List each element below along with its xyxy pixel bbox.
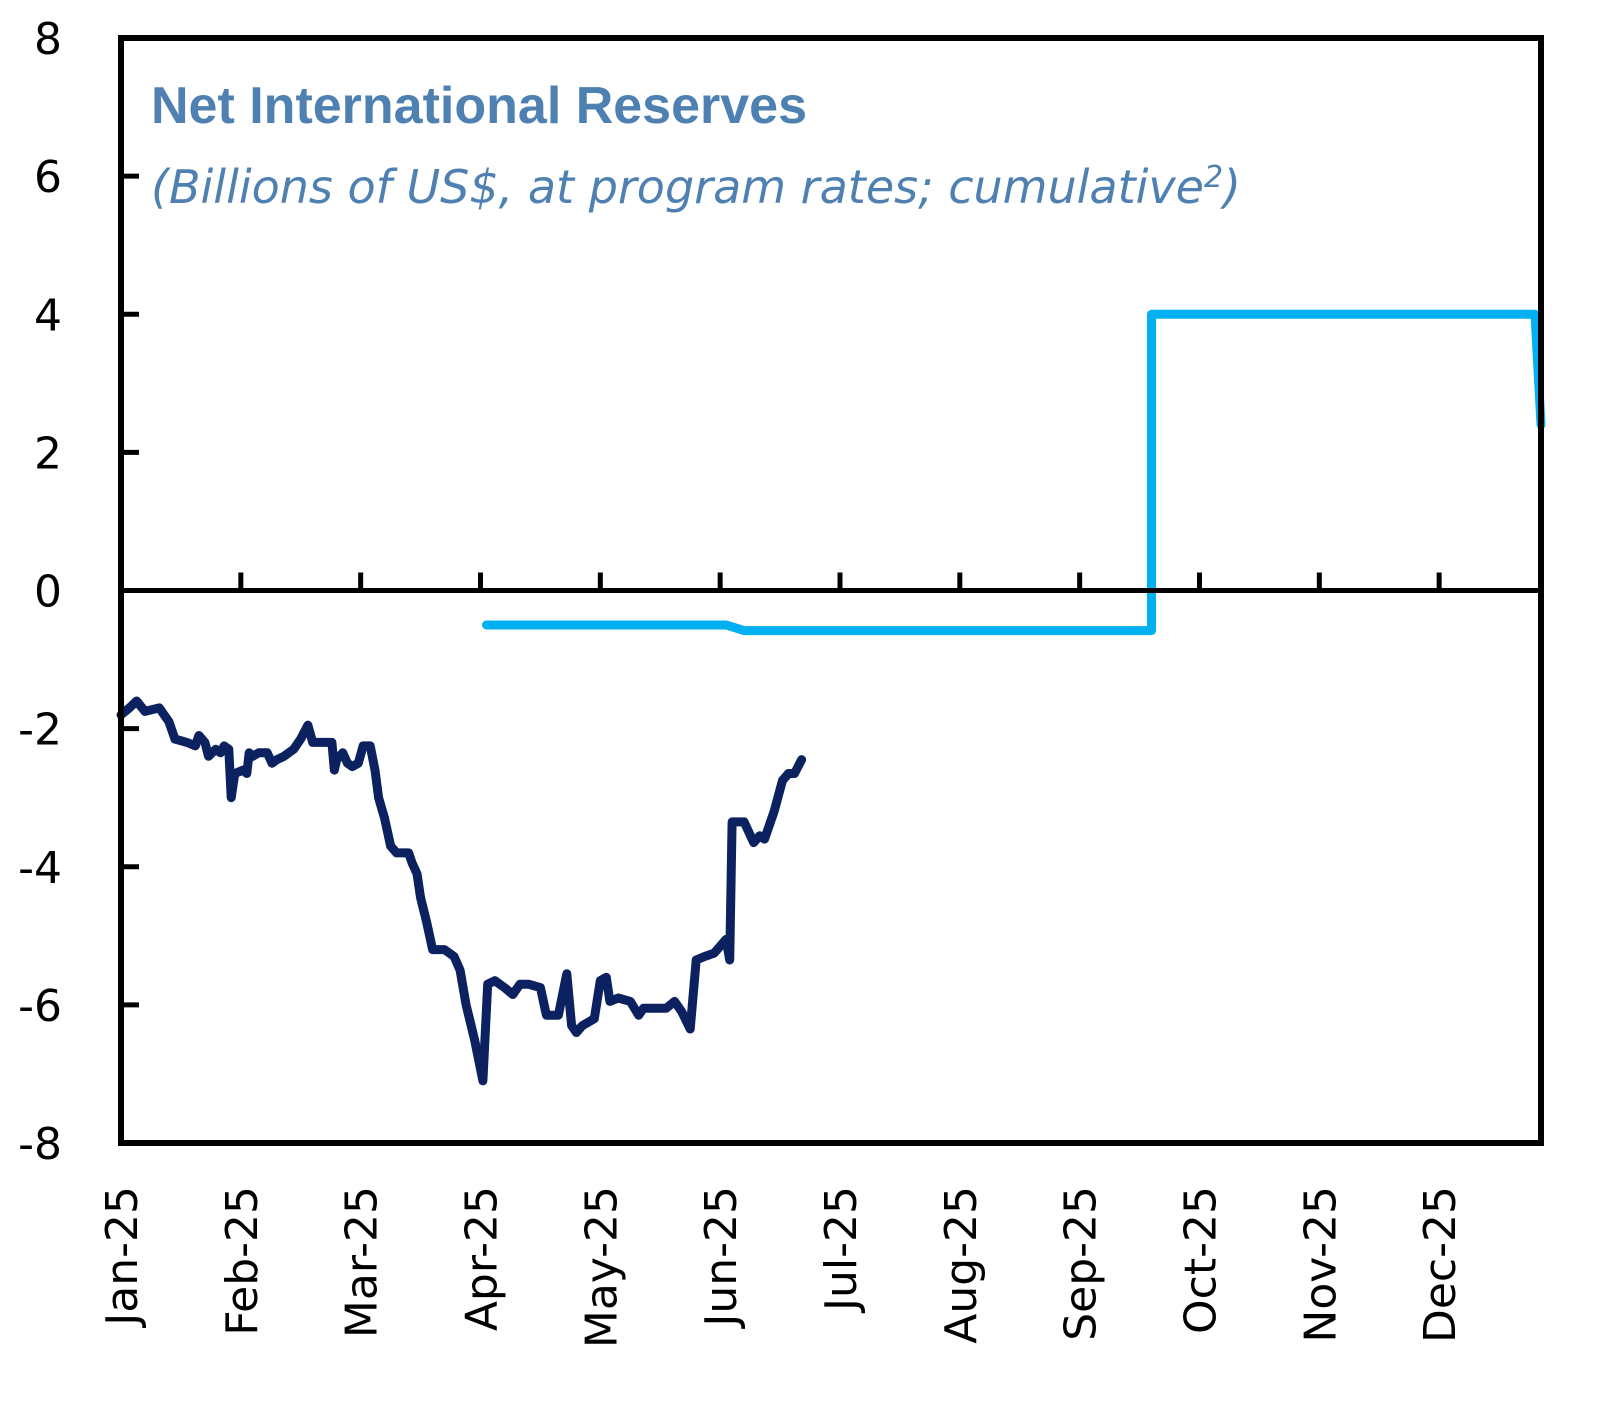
y-tick-label: -8: [18, 1119, 62, 1170]
chart-title: Net International Reserves: [151, 77, 807, 135]
plot-area-frame: [118, 35, 1544, 1146]
x-tick-label: Sep-25: [1056, 1186, 1107, 1341]
y-tick-label: 6: [34, 152, 62, 203]
x-axis-ticks: [238, 572, 1442, 591]
x-tick-label: Feb-25: [217, 1186, 268, 1336]
x-tick-label: Dec-25: [1415, 1186, 1466, 1343]
x-tick-label: Aug-25: [936, 1186, 987, 1344]
chart-subtitle-main: (Billions of US$, at program rates; cumu…: [151, 160, 1204, 214]
chart-subtitle-superscript: 2: [1204, 160, 1223, 195]
x-tick-label: Jul-25: [816, 1186, 867, 1314]
series-layer: [116, 309, 1546, 1086]
x-tick-label: Oct-25: [1175, 1186, 1226, 1334]
y-axis-tick-labels: 8 6 4 2 0 -2 -4 -6 -8: [18, 14, 62, 1170]
y-tick-label: 2: [34, 428, 62, 479]
x-tick-label: May-25: [576, 1186, 627, 1348]
y-tick-label: -2: [18, 705, 62, 756]
x-tick-label: Nov-25: [1295, 1186, 1346, 1343]
x-axis-tick-labels: Jan-25 Feb-25 Mar-25 Apr-25 May-25 Jun-25 Jul-…: [97, 1186, 1466, 1348]
series-line-actual: [116, 696, 807, 1086]
x-tick-label: Apr-25: [456, 1186, 507, 1331]
x-tick-label: Jan-25: [97, 1186, 148, 1329]
chart-subtitle-end: ): [1220, 160, 1241, 214]
y-tick-label: 4: [34, 290, 62, 341]
x-tick-label: Jun-25: [696, 1186, 747, 1330]
x-tick-label: Mar-25: [337, 1186, 388, 1338]
series-line-program: [482, 309, 1546, 636]
y-tick-label: -6: [18, 981, 62, 1032]
chart-subtitle: (Billions of US$, at program rates; cumu…: [151, 160, 1241, 214]
y-tick-label: -4: [18, 843, 62, 894]
y-tick-label: 8: [34, 14, 62, 65]
y-tick-label: 0: [34, 567, 62, 618]
